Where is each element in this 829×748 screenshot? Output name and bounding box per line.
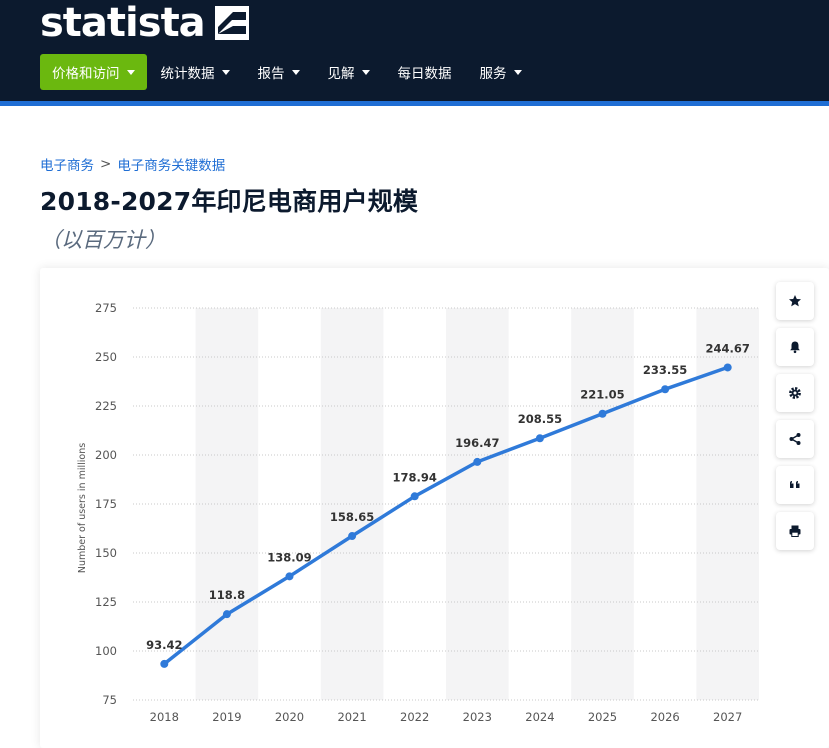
data-point bbox=[348, 532, 357, 541]
x-tick-label: 2020 bbox=[275, 710, 304, 724]
main-nav: 价格和访问 统计数据 报告 见解 每日数据 服务 bbox=[40, 54, 536, 90]
data-label: 208.55 bbox=[518, 412, 562, 426]
x-tick-label: 2025 bbox=[588, 710, 617, 724]
y-tick-label: 75 bbox=[102, 693, 117, 707]
data-label: 118.8 bbox=[209, 588, 245, 602]
data-point bbox=[222, 610, 231, 619]
y-tick-label: 250 bbox=[95, 350, 117, 364]
data-point bbox=[285, 572, 294, 581]
y-axis-label: Number of users in millions bbox=[77, 443, 88, 573]
data-label: 244.67 bbox=[706, 341, 750, 355]
star-icon bbox=[789, 295, 801, 307]
breadcrumb: 电子商务 > 电子商务关键数据 bbox=[40, 154, 225, 174]
statista-logo[interactable]: statista bbox=[40, 2, 249, 44]
nav-item-pricing[interactable]: 价格和访问 bbox=[40, 54, 147, 90]
chart-tools bbox=[776, 282, 814, 558]
nav-item-daily-data[interactable]: 每日数据 bbox=[384, 54, 466, 90]
data-label: 138.09 bbox=[267, 550, 311, 564]
line-chart: 75 100 125 150 175 200 225 250 275 2018 2019 2020 20… bbox=[77, 301, 759, 724]
y-tick-label: 225 bbox=[95, 399, 117, 413]
share-icon bbox=[789, 433, 801, 445]
nav-item-label: 统计数据 bbox=[160, 66, 215, 82]
nav-item-label: 每日数据 bbox=[397, 66, 452, 82]
nav-item-reports[interactable]: 报告 bbox=[244, 54, 314, 90]
y-tick-label: 125 bbox=[95, 595, 117, 609]
bell-icon bbox=[790, 341, 800, 354]
data-point bbox=[598, 409, 607, 418]
data-label: 178.94 bbox=[393, 470, 437, 484]
gear-icon bbox=[789, 387, 801, 399]
notification-button[interactable] bbox=[776, 328, 814, 366]
page-subtitle: （以百万计） bbox=[40, 228, 166, 252]
data-point bbox=[723, 363, 732, 372]
print-icon bbox=[789, 525, 801, 537]
settings-button[interactable] bbox=[776, 374, 814, 412]
y-tick-label: 275 bbox=[95, 301, 117, 315]
x-tick-label: 2027 bbox=[713, 710, 742, 724]
chevron-down-icon bbox=[221, 69, 230, 75]
data-label: 233.55 bbox=[643, 363, 687, 377]
chevron-down-icon bbox=[291, 69, 300, 75]
x-tick-label: 2021 bbox=[337, 710, 366, 724]
data-label: 93.42 bbox=[146, 638, 182, 652]
favorite-button[interactable] bbox=[776, 282, 814, 320]
x-tick-label: 2019 bbox=[212, 710, 241, 724]
chevron-down-icon bbox=[361, 69, 370, 75]
y-tick-label: 150 bbox=[95, 546, 117, 560]
data-label: 221.05 bbox=[580, 388, 624, 402]
share-button[interactable] bbox=[776, 420, 814, 458]
nav-item-label: 价格和访问 bbox=[52, 66, 120, 82]
x-tick-label: 2018 bbox=[150, 710, 179, 724]
quote-icon bbox=[790, 481, 800, 488]
x-tick-label: 2023 bbox=[463, 710, 492, 724]
data-label: 196.47 bbox=[455, 436, 499, 450]
y-tick-label: 100 bbox=[95, 644, 117, 658]
breadcrumb-separator: > bbox=[100, 156, 112, 172]
chevron-down-icon bbox=[513, 69, 522, 75]
data-label: 158.65 bbox=[330, 510, 374, 524]
nav-item-label: 报告 bbox=[257, 66, 285, 82]
column-band bbox=[571, 308, 634, 700]
chevron-down-icon bbox=[126, 69, 135, 75]
print-button[interactable] bbox=[776, 512, 814, 550]
logo-text: statista bbox=[40, 0, 206, 46]
y-tick-label: 200 bbox=[95, 448, 117, 462]
data-point bbox=[661, 385, 670, 394]
logo-mark-icon bbox=[214, 6, 249, 40]
nav-item-services[interactable]: 服务 bbox=[466, 54, 536, 90]
data-point bbox=[160, 659, 169, 668]
data-point bbox=[410, 492, 419, 501]
column-band bbox=[446, 308, 509, 700]
y-tick-label: 175 bbox=[95, 497, 117, 511]
nav-item-statistics[interactable]: 统计数据 bbox=[147, 54, 244, 90]
x-tick-label: 2022 bbox=[400, 710, 429, 724]
cite-button[interactable] bbox=[776, 466, 814, 504]
x-tick-label: 2024 bbox=[525, 710, 554, 724]
nav-item-insights[interactable]: 见解 bbox=[314, 54, 384, 90]
data-point bbox=[535, 434, 544, 443]
breadcrumb-item-key-figures[interactable]: 电子商务关键数据 bbox=[117, 158, 226, 174]
series-line bbox=[162, 365, 730, 666]
chart-card: 75 100 125 150 175 200 225 250 275 2018 2019 2020 20… bbox=[40, 268, 829, 748]
breadcrumb-item-ecommerce[interactable]: 电子商务 bbox=[40, 158, 94, 174]
nav-item-label: 服务 bbox=[479, 66, 507, 82]
page-title: 2018-2027年印尼电商用户规模 bbox=[40, 187, 419, 216]
x-tick-label: 2026 bbox=[650, 710, 679, 724]
header-accent-bar bbox=[0, 101, 829, 106]
site-header: statista 价格和访问 统计数据 报告 见解 每日数据 服务 bbox=[0, 0, 829, 103]
nav-item-label: 见解 bbox=[327, 66, 355, 82]
data-point bbox=[473, 457, 482, 466]
